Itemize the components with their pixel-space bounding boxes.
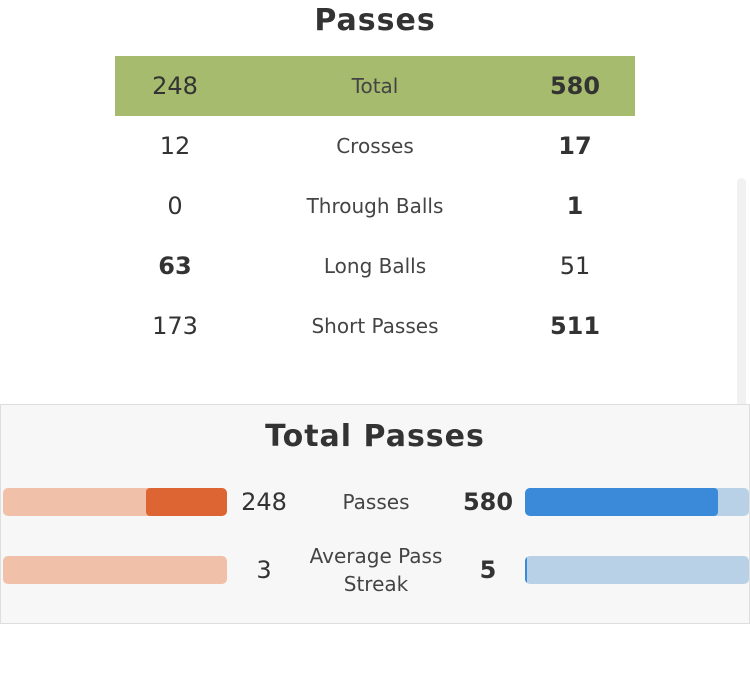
away-value: 5 [479, 556, 497, 584]
away-bar-track [525, 488, 749, 516]
home-value: 248 [241, 488, 287, 516]
stat-row-short-passes: 173 Short Passes 511 [115, 296, 635, 356]
bar-row-average-pass-streak: 3 Average Pass Streak 5 [1, 540, 749, 600]
bar-label: Passes [342, 490, 410, 514]
total-passes-panel: Total Passes 248 Passes 580 3 Average Pa… [0, 404, 750, 624]
away-value: 580 [462, 488, 514, 516]
stat-row-through-balls: 0 Through Balls 1 [115, 176, 635, 236]
home-value: 12 [159, 132, 191, 160]
home-bar-fill [146, 488, 227, 516]
stat-row-long-balls: 63 Long Balls 51 [115, 236, 635, 296]
home-value: 3 [256, 556, 272, 584]
stat-row-total: 248 Total 580 [115, 56, 635, 116]
scrollbar[interactable] [737, 178, 746, 428]
stat-label: Short Passes [311, 314, 439, 338]
stat-row-crosses: 12 Crosses 17 [115, 116, 635, 176]
stat-label: Through Balls [306, 194, 444, 218]
away-bar-track [525, 556, 749, 584]
stat-label: Total [351, 74, 399, 98]
bar-row-passes: 248 Passes 580 [1, 472, 749, 532]
away-value: 51 [559, 252, 591, 280]
home-value: 0 [167, 192, 183, 220]
home-bar-track [3, 556, 227, 584]
bar-label: Average Pass Streak [309, 544, 443, 596]
away-value: 511 [549, 312, 601, 340]
stats-table: 248 Total 580 12 Crosses 17 0 Through Ba… [115, 56, 635, 356]
away-bar-fill [525, 488, 718, 516]
stat-label: Crosses [336, 134, 414, 158]
away-bar-fill [525, 556, 528, 584]
home-value: 248 [152, 72, 198, 100]
home-value: 63 [158, 252, 192, 280]
stat-label: Long Balls [323, 254, 427, 278]
home-bar-track [3, 488, 227, 516]
home-value: 173 [152, 312, 198, 340]
away-value: 580 [549, 72, 601, 100]
away-value: 17 [558, 132, 592, 160]
panel-title: Total Passes [265, 419, 485, 454]
page-title: Passes [314, 3, 436, 38]
away-value: 1 [566, 192, 584, 220]
